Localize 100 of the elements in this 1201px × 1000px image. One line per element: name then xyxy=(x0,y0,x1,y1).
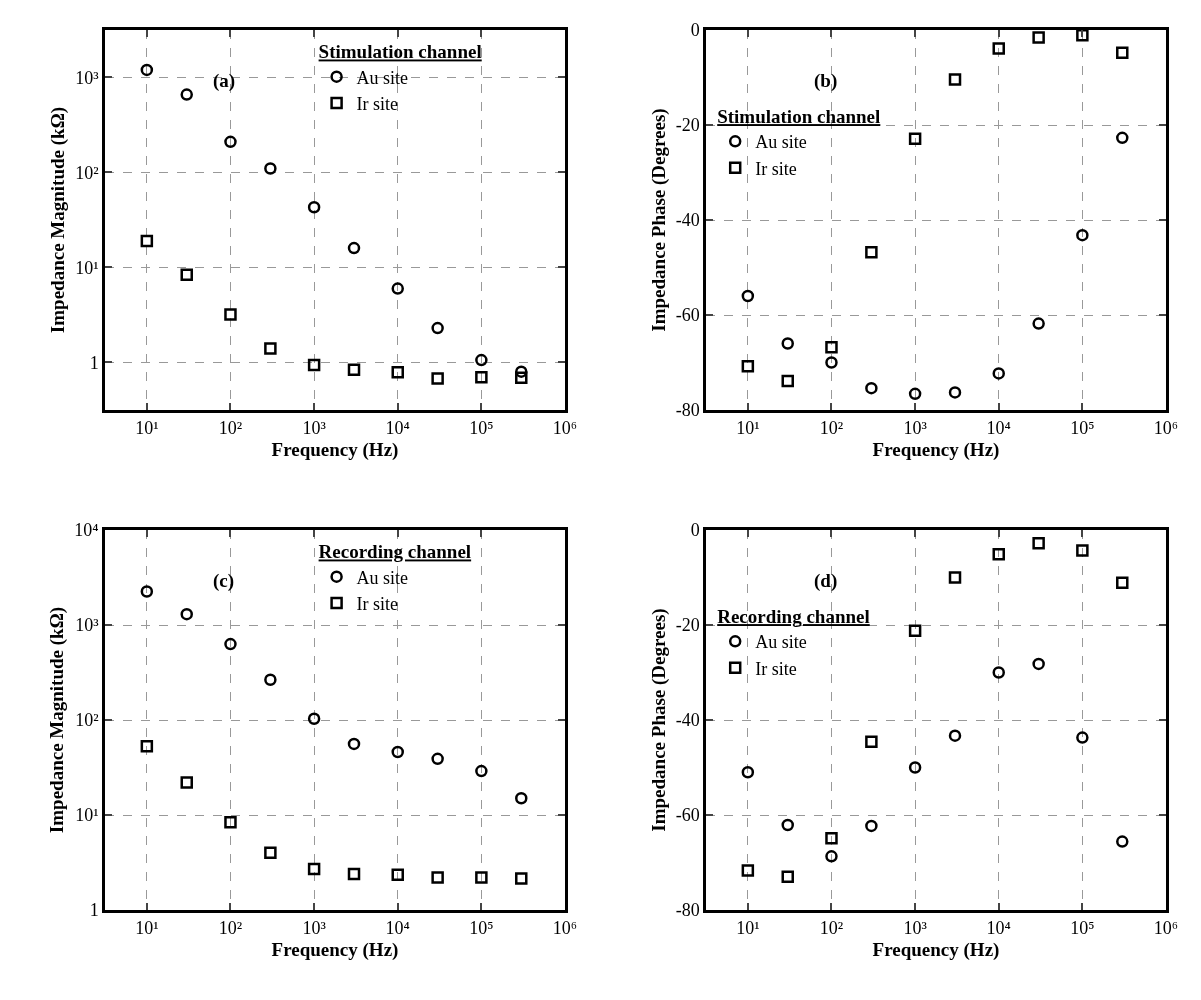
point xyxy=(781,818,794,832)
point xyxy=(865,735,878,749)
point xyxy=(1076,28,1089,42)
y-tick-label: -80 xyxy=(675,400,700,421)
point xyxy=(781,870,794,883)
point xyxy=(224,815,237,829)
x-tick-label: 10⁶ xyxy=(1153,418,1179,439)
point xyxy=(865,819,878,833)
x-axis-title: Frequency (Hz) xyxy=(271,939,399,962)
point xyxy=(347,737,361,751)
y-tick-label: 10¹ xyxy=(75,805,99,826)
x-tick-label: 10⁴ xyxy=(385,918,410,939)
point xyxy=(347,241,361,255)
point xyxy=(180,607,193,621)
y-axis-title: Impedance Phase (Degrees) xyxy=(647,608,670,832)
point xyxy=(180,88,193,101)
point xyxy=(307,358,321,372)
y-tick-label: 10¹ xyxy=(75,257,99,278)
legend-title: Recording channel xyxy=(318,541,472,563)
y-tick-label: -60 xyxy=(675,305,700,326)
point xyxy=(908,387,922,401)
x-tick-label: 10⁴ xyxy=(385,418,410,439)
point xyxy=(1032,317,1045,330)
y-axis-title: Impedance Phase (Degrees) xyxy=(647,108,670,332)
annotation: (b) xyxy=(814,70,838,92)
point xyxy=(180,776,193,789)
legend-label: Au site xyxy=(356,67,409,88)
point xyxy=(825,850,838,863)
legend-title: Recording channel xyxy=(717,606,870,628)
point xyxy=(515,792,528,805)
y-axis-title: Impedance Magnitude (kΩ) xyxy=(46,606,69,834)
point xyxy=(1116,131,1129,145)
point xyxy=(224,135,237,149)
point xyxy=(264,342,277,355)
point xyxy=(865,381,878,395)
legend-title: Stimulation channel xyxy=(318,41,482,63)
x-tick-label: 10³ xyxy=(903,418,928,439)
point xyxy=(307,201,321,214)
y-tick-label: -20 xyxy=(675,115,700,136)
point xyxy=(475,370,488,384)
x-tick-label: 10⁶ xyxy=(1153,918,1179,939)
point xyxy=(264,846,277,860)
point xyxy=(908,132,922,146)
point xyxy=(741,864,755,877)
point xyxy=(140,234,154,248)
legend-label: Ir site xyxy=(755,158,797,179)
point xyxy=(1032,537,1045,550)
x-tick-label: 10¹ xyxy=(135,918,159,939)
x-axis-title: Frequency (Hz) xyxy=(271,439,399,462)
point xyxy=(475,353,488,367)
point xyxy=(1116,835,1129,848)
point xyxy=(908,761,922,774)
point xyxy=(992,367,1005,380)
legend-label: Ir site xyxy=(356,594,399,615)
point xyxy=(391,282,404,295)
x-tick-label: 10⁶ xyxy=(552,918,578,939)
x-tick-label: 10² xyxy=(218,418,243,439)
point xyxy=(307,862,321,876)
point xyxy=(1076,228,1089,242)
x-tick-label: 10⁴ xyxy=(986,418,1011,439)
legend-label: Ir site xyxy=(356,94,399,115)
y-tick-label: 10⁴ xyxy=(74,520,99,541)
point xyxy=(1076,544,1089,557)
x-tick-label: 10² xyxy=(819,918,844,939)
point xyxy=(515,872,528,885)
y-tick-label: -60 xyxy=(675,805,700,826)
point xyxy=(347,363,361,376)
x-tick-label: 10¹ xyxy=(135,418,159,439)
point xyxy=(865,246,878,259)
x-tick-label: 10⁶ xyxy=(552,418,578,439)
annotation: (c) xyxy=(213,570,235,592)
point xyxy=(307,712,321,726)
point xyxy=(431,321,444,335)
point xyxy=(741,360,755,373)
point xyxy=(140,585,154,598)
y-tick-label: 10³ xyxy=(75,67,100,88)
point xyxy=(431,752,444,766)
x-tick-label: 10² xyxy=(218,918,243,939)
legend-label: Au site xyxy=(755,632,807,653)
point xyxy=(741,289,755,303)
y-tick-label: 10² xyxy=(75,162,99,183)
point xyxy=(515,371,528,385)
point xyxy=(741,766,755,779)
x-tick-label: 10⁵ xyxy=(469,918,494,939)
y-tick-label: 1 xyxy=(89,352,99,373)
point xyxy=(224,308,237,321)
x-tick-label: 10⁵ xyxy=(1070,418,1095,439)
point xyxy=(391,365,404,379)
point xyxy=(431,372,444,385)
x-tick-label: 10⁴ xyxy=(986,918,1011,939)
x-tick-label: 10² xyxy=(819,418,844,439)
point xyxy=(948,386,962,399)
annotation: (d) xyxy=(814,570,838,592)
x-axis-title: Frequency (Hz) xyxy=(872,939,1000,962)
point xyxy=(781,337,794,350)
legend-label: Au site xyxy=(356,567,409,588)
point xyxy=(1032,657,1045,671)
point xyxy=(992,666,1005,679)
x-tick-label: 10³ xyxy=(903,918,928,939)
point xyxy=(908,624,922,637)
